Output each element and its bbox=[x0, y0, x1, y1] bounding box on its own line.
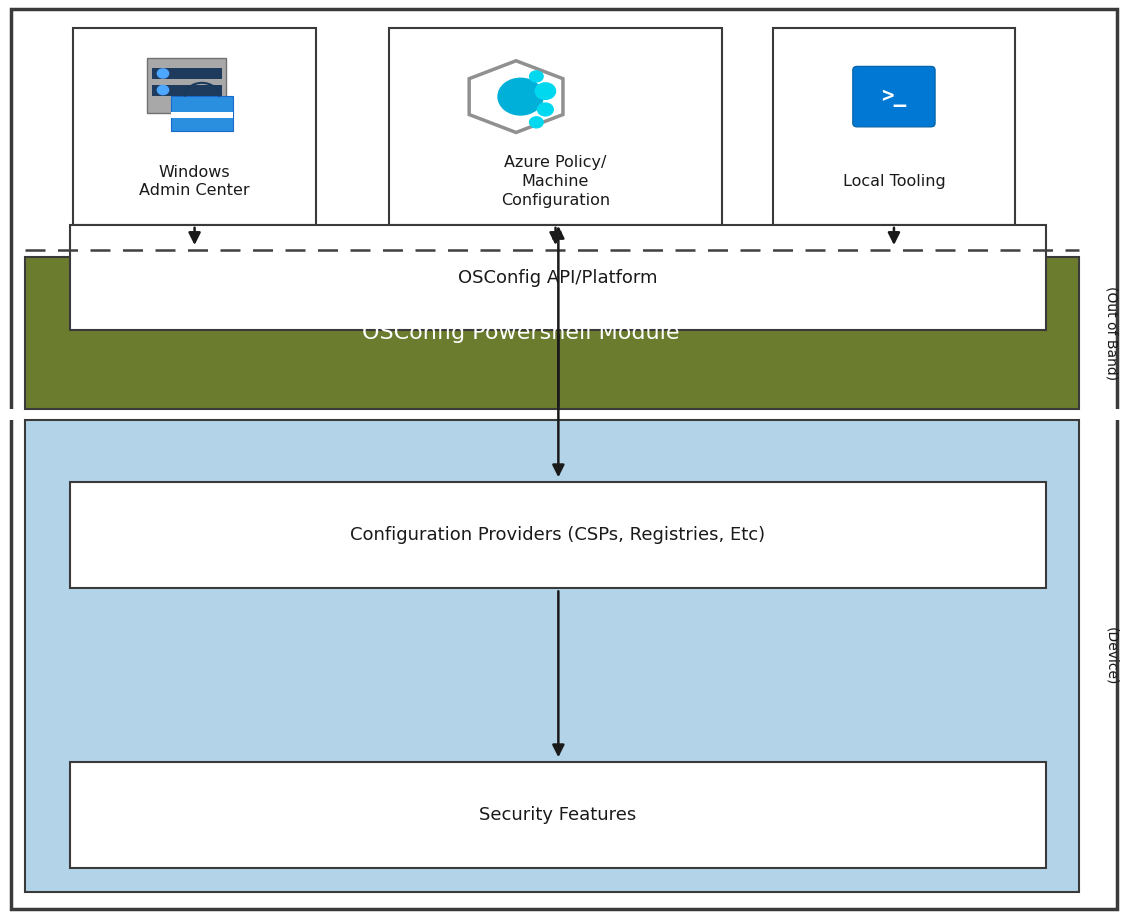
FancyBboxPatch shape bbox=[151, 84, 221, 95]
Circle shape bbox=[537, 103, 553, 116]
Text: Configuration Providers (CSPs, Registries, Etc): Configuration Providers (CSPs, Registrie… bbox=[350, 526, 766, 543]
Text: Windows
Admin Center: Windows Admin Center bbox=[139, 164, 250, 198]
Text: (Out of Band): (Out of Band) bbox=[1104, 285, 1118, 380]
Circle shape bbox=[535, 83, 555, 99]
FancyBboxPatch shape bbox=[0, 409, 1128, 420]
FancyBboxPatch shape bbox=[773, 28, 1015, 225]
FancyBboxPatch shape bbox=[70, 762, 1046, 868]
FancyBboxPatch shape bbox=[11, 9, 1117, 909]
Text: OSConfig API/Platform: OSConfig API/Platform bbox=[458, 269, 658, 286]
FancyBboxPatch shape bbox=[147, 58, 226, 113]
FancyBboxPatch shape bbox=[70, 225, 1046, 330]
Circle shape bbox=[157, 85, 168, 95]
Text: Azure Policy/
Machine
Configuration: Azure Policy/ Machine Configuration bbox=[501, 155, 610, 207]
FancyBboxPatch shape bbox=[151, 68, 221, 79]
FancyBboxPatch shape bbox=[853, 66, 935, 127]
Circle shape bbox=[529, 117, 544, 128]
Text: >_: >_ bbox=[881, 86, 907, 106]
Circle shape bbox=[529, 71, 544, 82]
FancyBboxPatch shape bbox=[70, 482, 1046, 588]
Circle shape bbox=[497, 78, 543, 115]
FancyBboxPatch shape bbox=[25, 420, 1079, 892]
Text: Security Features: Security Features bbox=[479, 806, 636, 823]
FancyBboxPatch shape bbox=[25, 257, 1079, 409]
FancyBboxPatch shape bbox=[389, 28, 722, 225]
Circle shape bbox=[157, 69, 168, 78]
Text: Local Tooling: Local Tooling bbox=[843, 174, 945, 189]
Text: (Device): (Device) bbox=[1104, 627, 1118, 685]
Text: OSConfig Powershell Module: OSConfig Powershell Module bbox=[362, 323, 679, 342]
FancyBboxPatch shape bbox=[73, 28, 316, 225]
FancyBboxPatch shape bbox=[170, 112, 232, 118]
FancyBboxPatch shape bbox=[170, 95, 232, 130]
